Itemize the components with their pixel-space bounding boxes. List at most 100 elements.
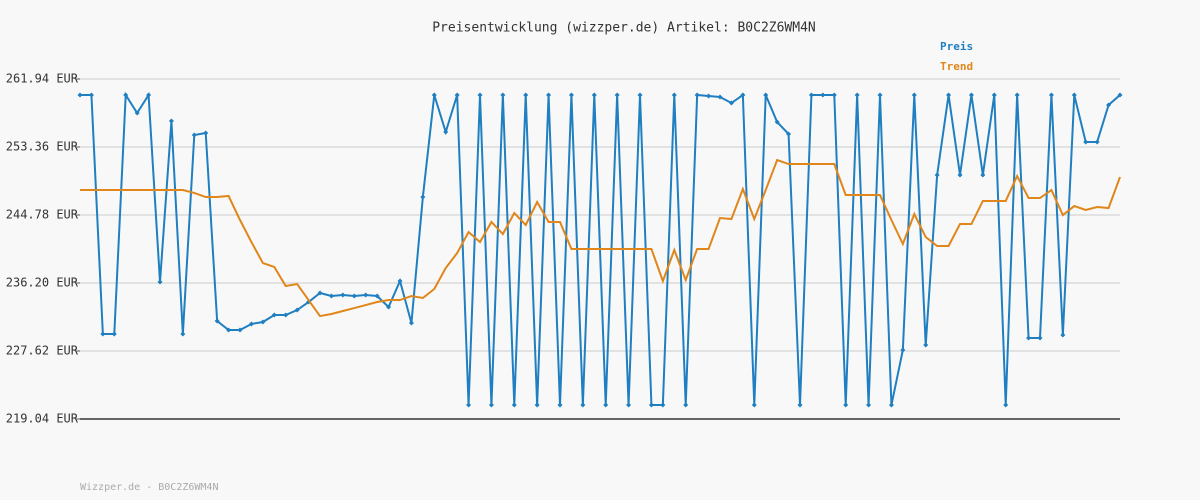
point-marker xyxy=(1037,335,1043,341)
point-marker xyxy=(980,172,986,178)
point-marker xyxy=(88,92,94,98)
point-marker xyxy=(534,402,540,408)
point-marker xyxy=(568,92,574,98)
point-marker xyxy=(180,331,186,337)
y-tick-label: 227.62 EUR xyxy=(6,344,79,358)
point-marker xyxy=(900,347,906,353)
point-marker xyxy=(968,92,974,98)
point-marker xyxy=(386,304,392,310)
point-marker xyxy=(717,94,723,100)
point-marker xyxy=(877,92,883,98)
point-marker xyxy=(648,402,654,408)
point-marker xyxy=(408,320,414,326)
point-marker xyxy=(626,402,632,408)
point-marker xyxy=(351,293,357,299)
point-marker xyxy=(808,92,814,98)
point-marker xyxy=(740,92,746,98)
point-marker xyxy=(946,92,952,98)
point-marker xyxy=(146,92,152,98)
point-marker xyxy=(374,293,380,299)
point-marker xyxy=(283,312,289,318)
point-marker xyxy=(1106,102,1112,108)
point-marker xyxy=(134,110,140,116)
point-marker xyxy=(888,402,894,408)
point-marker xyxy=(1060,332,1066,338)
point-marker xyxy=(706,93,712,99)
point-marker xyxy=(191,132,197,138)
point-marker xyxy=(271,312,277,318)
point-marker xyxy=(431,92,437,98)
point-marker xyxy=(500,92,506,98)
point-marker xyxy=(1117,92,1123,98)
point-marker xyxy=(614,92,620,98)
point-marker xyxy=(1003,402,1009,408)
series-line xyxy=(80,91,1121,407)
point-marker xyxy=(168,118,174,124)
point-marker xyxy=(603,402,609,408)
point-marker xyxy=(203,130,209,136)
point-marker xyxy=(1048,92,1054,98)
point-marker xyxy=(671,92,677,98)
point-marker xyxy=(991,92,997,98)
point-marker xyxy=(694,92,700,98)
point-marker xyxy=(763,92,769,98)
point-marker xyxy=(443,129,449,135)
y-tick-label: 219.04 EUR xyxy=(6,412,79,426)
point-marker xyxy=(77,92,83,98)
point-marker xyxy=(294,307,300,313)
point-marker xyxy=(111,331,117,337)
point-marker xyxy=(831,92,837,98)
point-marker xyxy=(728,100,734,106)
point-marker xyxy=(591,92,597,98)
point-marker xyxy=(511,402,517,408)
point-marker xyxy=(328,293,334,299)
point-marker xyxy=(488,402,494,408)
y-tick-label: 236.20 EUR xyxy=(6,276,79,290)
point-marker xyxy=(557,402,563,408)
point-marker xyxy=(226,327,232,333)
point-marker xyxy=(248,321,254,327)
chart-title: Preisentwicklung (wizzper.de) Artikel: B… xyxy=(432,21,816,36)
point-marker xyxy=(866,402,872,408)
point-marker xyxy=(420,194,426,200)
y-tick-label: 253.36 EUR xyxy=(6,140,79,154)
point-marker xyxy=(854,92,860,98)
legend-label: Preis xyxy=(940,40,973,53)
point-marker xyxy=(157,279,163,285)
point-marker xyxy=(466,402,472,408)
point-marker xyxy=(214,318,220,324)
point-marker xyxy=(843,402,849,408)
point-marker xyxy=(454,92,460,98)
footer: Wizzper.de - B0C2Z6WM4N xyxy=(80,482,218,493)
point-marker xyxy=(260,319,266,325)
point-marker xyxy=(1014,92,1020,98)
point-marker xyxy=(546,92,552,98)
y-tick-label: 261.94 EUR xyxy=(6,72,79,86)
point-marker xyxy=(123,92,129,98)
legend-label: Trend xyxy=(940,60,973,73)
point-marker xyxy=(911,92,917,98)
point-marker xyxy=(237,327,243,333)
point-marker xyxy=(774,119,780,125)
point-marker xyxy=(637,92,643,98)
point-marker xyxy=(786,131,792,137)
point-marker xyxy=(1071,92,1077,98)
point-marker xyxy=(660,402,666,408)
point-marker xyxy=(751,402,757,408)
y-tick-label: 244.78 EUR xyxy=(6,208,79,222)
point-marker xyxy=(100,331,106,337)
point-marker xyxy=(820,92,826,98)
point-marker xyxy=(923,342,929,348)
point-marker xyxy=(957,172,963,178)
point-marker xyxy=(523,92,529,98)
point-marker xyxy=(934,172,940,178)
point-marker xyxy=(580,402,586,408)
point-marker xyxy=(363,292,369,298)
point-marker xyxy=(340,292,346,298)
point-marker xyxy=(397,278,403,284)
point-marker xyxy=(1094,139,1100,145)
series-line xyxy=(80,158,1121,318)
point-marker xyxy=(477,92,483,98)
point-marker xyxy=(1026,335,1032,341)
